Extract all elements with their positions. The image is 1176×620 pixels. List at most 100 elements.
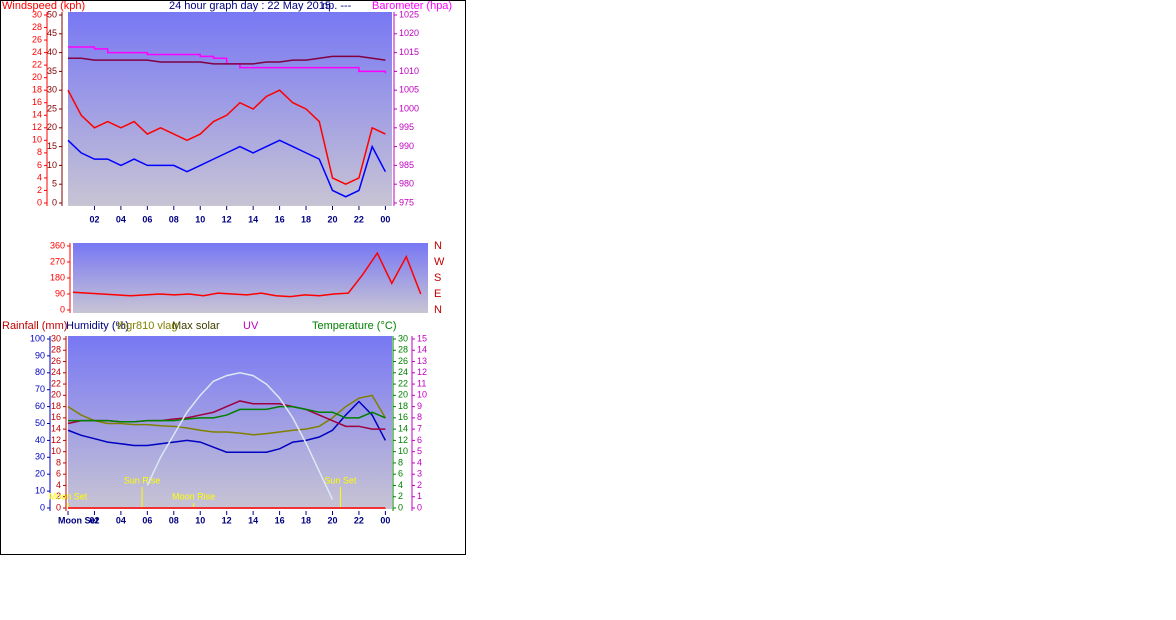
x-tick-label: 00 [380,515,390,525]
y-tick-label: 10 [417,390,427,400]
series-line [68,405,386,423]
x-tick-label: 12 [222,515,232,525]
y-tick-label: 11 [417,378,426,388]
y-tick-label: 24 [51,367,61,377]
y-tick-label: 0 [398,502,403,512]
y-tick-label: 4 [37,172,42,182]
axis-label: Humidity (%) [66,320,129,332]
y-tick-label: 45 [47,28,57,38]
y-tick-label: 70 [35,384,45,394]
compass-label: S [434,272,441,284]
y-tick-label: 90 [55,288,65,298]
y-tick-label: 10 [35,485,45,495]
y-tick-label: 3 [417,469,422,479]
y-tick-label: 4 [417,457,422,467]
y-tick-label: 8 [37,147,42,157]
y-tick-label: 80 [35,367,45,377]
y-tick-label: 30 [32,9,42,19]
y-tick-label: 6 [56,469,61,479]
annotation: Moon Set [49,491,88,501]
y-tick-label: 10 [51,446,61,456]
y-tick-label: 0 [56,502,61,512]
y-tick-label: 4 [398,480,403,490]
x-tick-label: 20 [327,214,337,224]
y-tick-label: 40 [47,47,57,57]
y-tick-label: 26 [32,34,42,44]
y-tick-label: 14 [398,424,408,434]
axis-label: Max solar [172,320,220,332]
y-tick-label: 8 [417,412,422,422]
axis-label: thgr810 vlag [117,320,178,332]
y-tick-label: 1015 [399,47,419,57]
y-tick-label: 35 [47,66,57,76]
y-tick-label: 20 [47,122,57,132]
axis-label: Temperature (°C) [312,320,396,332]
y-tick-label: 24 [398,367,408,377]
x-tick-label: 08 [169,214,179,224]
y-tick-label: 28 [398,345,408,355]
y-tick-label: 270 [50,256,65,266]
y-tick-label: 90 [35,350,45,360]
x-tick-label: 22 [354,214,364,224]
y-tick-label: 20 [51,390,61,400]
series-line [67,394,387,436]
y2-axis-label: Barometer (hpa) [372,0,452,12]
y-tick-label: 14 [32,110,42,120]
x-tick-label: 02 [89,214,99,224]
x-tick-label: 04 [116,515,126,525]
x-tick-label: 16 [275,214,285,224]
y-tick-label: 100 [30,333,45,343]
y-tick-label: 975 [399,197,414,207]
y-tick-label: 40 [35,435,45,445]
y-tick-label: 10 [398,446,408,456]
y-tick-label: 28 [32,22,42,32]
axis-label: UV [243,320,259,332]
y-tick-label: 1005 [399,85,419,95]
y-tick-label: 0 [60,304,65,314]
y-tick-label: 26 [51,356,61,366]
y-tick-label: 990 [399,141,414,151]
x-tick-label: 06 [142,515,152,525]
y-tick-label: 26 [398,356,408,366]
series-line [67,139,387,198]
plot-area [73,243,428,313]
y-tick-label: 2 [37,185,42,195]
y-tick-label: 5 [417,446,422,456]
y-tick-label: 24 [32,47,42,57]
x-tick-label: 18 [301,515,311,525]
y-tick-label: 12 [398,435,408,445]
y-tick-label: 6 [398,469,403,479]
y-tick-label: 1010 [399,66,419,76]
y-tick-label: 16 [398,412,408,422]
y-tick-label: 6 [37,160,42,170]
plot-area [68,12,392,206]
y-tick-label: 360 [50,240,65,250]
y-tick-label: 9 [417,401,422,411]
chart-title: 24 hour graph day : 22 May 2015 [169,0,331,12]
y-tick-label: 22 [51,378,61,388]
series-line [146,372,334,500]
y-tick-label: 13 [417,356,427,366]
y-tick-label: 1 [417,491,422,501]
x-tick-label: 22 [354,515,364,525]
x-tick-label: 20 [327,515,337,525]
y-tick-label: 10 [47,160,57,170]
y-tick-label: 0 [37,197,42,207]
x-tick-label: 14 [248,515,258,525]
y-tick-label: 0 [417,502,422,512]
compass-label: N [434,304,442,316]
y-tick-label: 1000 [399,103,419,113]
y-tick-label: 30 [47,85,57,95]
y-tick-label: 18 [398,401,408,411]
y-tick-label: 22 [32,60,42,70]
y-tick-label: 20 [398,390,408,400]
annotation: Moon Rise [172,491,215,501]
y-axis-label: Windspeed (kph) [2,0,85,12]
series-line [68,55,386,65]
x-tick-label: 00 [380,214,390,224]
y-tick-label: 12 [417,367,427,377]
y-tick-label: 20 [35,469,45,479]
y-tick-label: 5 [52,179,57,189]
annotation: Sun Rise [124,475,161,485]
